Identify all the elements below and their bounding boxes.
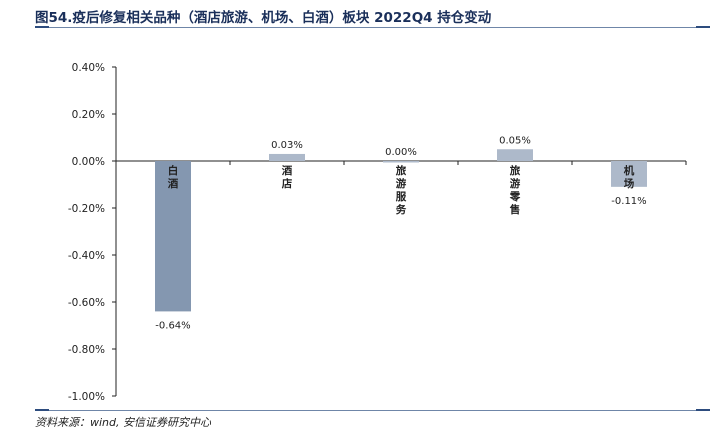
y-tick-label: 0.20% [72, 109, 105, 121]
bar [155, 161, 191, 312]
data-label: 0.03% [271, 140, 303, 151]
category-label: 机场 [624, 164, 635, 190]
y-tick-label: -0.80% [68, 344, 105, 356]
y-tick-label: -1.00% [68, 391, 105, 403]
header-rule-mark-left [35, 26, 49, 28]
bar [269, 153, 305, 161]
y-tick-label: -0.40% [68, 250, 105, 262]
y-tick-label: -0.60% [68, 297, 105, 309]
y-tick-label: -0.20% [68, 203, 105, 215]
y-tick-label: 0.00% [72, 156, 105, 168]
footer-rule-mark-right [696, 409, 710, 411]
footer-rule-mark-left [35, 409, 49, 411]
category-label: 旅游零售 [509, 164, 521, 216]
figure-title: 图54.疫后修复相关品种（酒店旅游、机场、白酒）板块 2022Q4 持仓变动 [35, 10, 492, 26]
data-label: 0.05% [499, 135, 531, 146]
footer-rule [35, 410, 710, 411]
data-label: -0.11% [611, 196, 646, 207]
category-label: 旅游服务 [396, 164, 407, 216]
bar [497, 149, 533, 161]
source-note: 资料来源：wind, 安信证券研究中心 [35, 416, 211, 429]
header-rule [35, 27, 710, 28]
data-label: 0.00% [385, 147, 417, 158]
category-label: 酒店 [281, 164, 293, 190]
data-label: -0.64% [155, 320, 190, 331]
category-label: 白酒 [168, 164, 179, 190]
y-tick-label: 0.40% [72, 62, 105, 74]
bar [383, 161, 419, 163]
header-rule-mark-right [696, 26, 710, 28]
bar [611, 161, 647, 187]
